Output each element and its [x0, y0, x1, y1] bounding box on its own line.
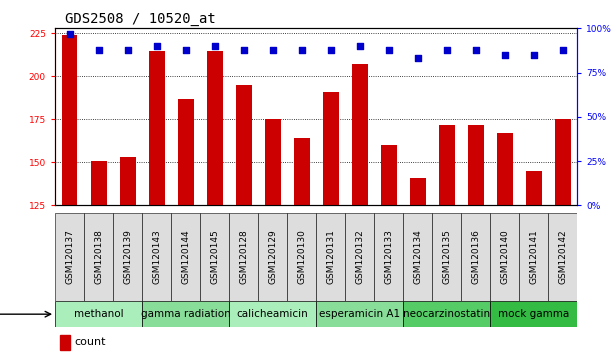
Text: neocarzinostatin: neocarzinostatin — [403, 309, 491, 319]
Text: GSM120132: GSM120132 — [355, 229, 364, 284]
Text: GSM120143: GSM120143 — [152, 229, 161, 284]
FancyBboxPatch shape — [345, 213, 374, 301]
Bar — [410, 178, 426, 205]
Bar — [62, 35, 78, 205]
FancyBboxPatch shape — [287, 213, 316, 301]
Text: calicheamicin: calicheamicin — [237, 309, 309, 319]
FancyBboxPatch shape — [549, 213, 577, 301]
Bar — [120, 157, 136, 205]
FancyBboxPatch shape — [55, 213, 84, 301]
Bar — [148, 51, 164, 205]
Bar — [90, 161, 106, 205]
Bar — [526, 171, 542, 205]
Text: GSM120140: GSM120140 — [500, 229, 510, 284]
Text: GSM120141: GSM120141 — [529, 229, 538, 284]
FancyBboxPatch shape — [229, 213, 258, 301]
Point — [529, 52, 539, 58]
Text: GSM120135: GSM120135 — [442, 229, 452, 284]
FancyBboxPatch shape — [229, 302, 316, 327]
FancyBboxPatch shape — [200, 213, 229, 301]
Bar — [265, 119, 280, 205]
FancyBboxPatch shape — [316, 213, 345, 301]
Text: GSM120133: GSM120133 — [384, 229, 393, 284]
Text: mock gamma: mock gamma — [498, 309, 569, 319]
Bar — [294, 138, 310, 205]
FancyBboxPatch shape — [403, 213, 432, 301]
Point — [297, 47, 307, 52]
FancyBboxPatch shape — [55, 302, 142, 327]
Text: GSM120134: GSM120134 — [413, 229, 422, 284]
FancyBboxPatch shape — [84, 213, 113, 301]
Text: esperamicin A1: esperamicin A1 — [319, 309, 400, 319]
Point — [442, 47, 452, 52]
Point — [326, 47, 335, 52]
Point — [93, 47, 103, 52]
Bar — [381, 145, 397, 205]
Text: GSM120145: GSM120145 — [210, 229, 219, 284]
Text: GSM120129: GSM120129 — [268, 229, 277, 284]
Bar — [323, 92, 338, 205]
Bar — [555, 119, 571, 205]
Text: GSM120130: GSM120130 — [297, 229, 306, 284]
Text: GSM120138: GSM120138 — [94, 229, 103, 284]
FancyBboxPatch shape — [258, 213, 287, 301]
Point — [558, 47, 568, 52]
Bar — [468, 125, 484, 205]
Point — [152, 43, 161, 49]
Text: count: count — [75, 337, 106, 348]
Text: gamma radiation: gamma radiation — [141, 309, 230, 319]
FancyBboxPatch shape — [490, 302, 577, 327]
Text: GDS2508 / 10520_at: GDS2508 / 10520_at — [65, 12, 216, 26]
Text: GSM120139: GSM120139 — [123, 229, 132, 284]
Point — [384, 47, 393, 52]
Point — [355, 43, 365, 49]
Text: GSM120136: GSM120136 — [471, 229, 480, 284]
Point — [123, 47, 133, 52]
Point — [268, 47, 277, 52]
Point — [413, 56, 423, 61]
FancyBboxPatch shape — [374, 213, 403, 301]
Bar — [236, 85, 252, 205]
Point — [65, 31, 75, 36]
Text: GSM120144: GSM120144 — [181, 230, 190, 284]
Point — [239, 47, 249, 52]
Text: GSM120128: GSM120128 — [239, 229, 248, 284]
FancyBboxPatch shape — [113, 213, 142, 301]
FancyBboxPatch shape — [171, 213, 200, 301]
FancyBboxPatch shape — [432, 213, 461, 301]
Bar — [439, 125, 455, 205]
Text: GSM120131: GSM120131 — [326, 229, 335, 284]
Bar — [207, 51, 222, 205]
FancyBboxPatch shape — [142, 213, 171, 301]
Text: GSM120142: GSM120142 — [558, 230, 568, 284]
Point — [181, 47, 191, 52]
Bar — [60, 335, 70, 350]
FancyBboxPatch shape — [316, 302, 403, 327]
Point — [471, 47, 481, 52]
Bar — [352, 64, 368, 205]
FancyBboxPatch shape — [403, 302, 490, 327]
FancyBboxPatch shape — [142, 302, 229, 327]
Text: methanol: methanol — [74, 309, 123, 319]
Text: GSM120137: GSM120137 — [65, 229, 74, 284]
Bar — [178, 99, 194, 205]
FancyBboxPatch shape — [461, 213, 490, 301]
FancyBboxPatch shape — [490, 213, 519, 301]
FancyBboxPatch shape — [519, 213, 549, 301]
Point — [500, 52, 510, 58]
Bar — [497, 133, 513, 205]
Point — [210, 43, 219, 49]
